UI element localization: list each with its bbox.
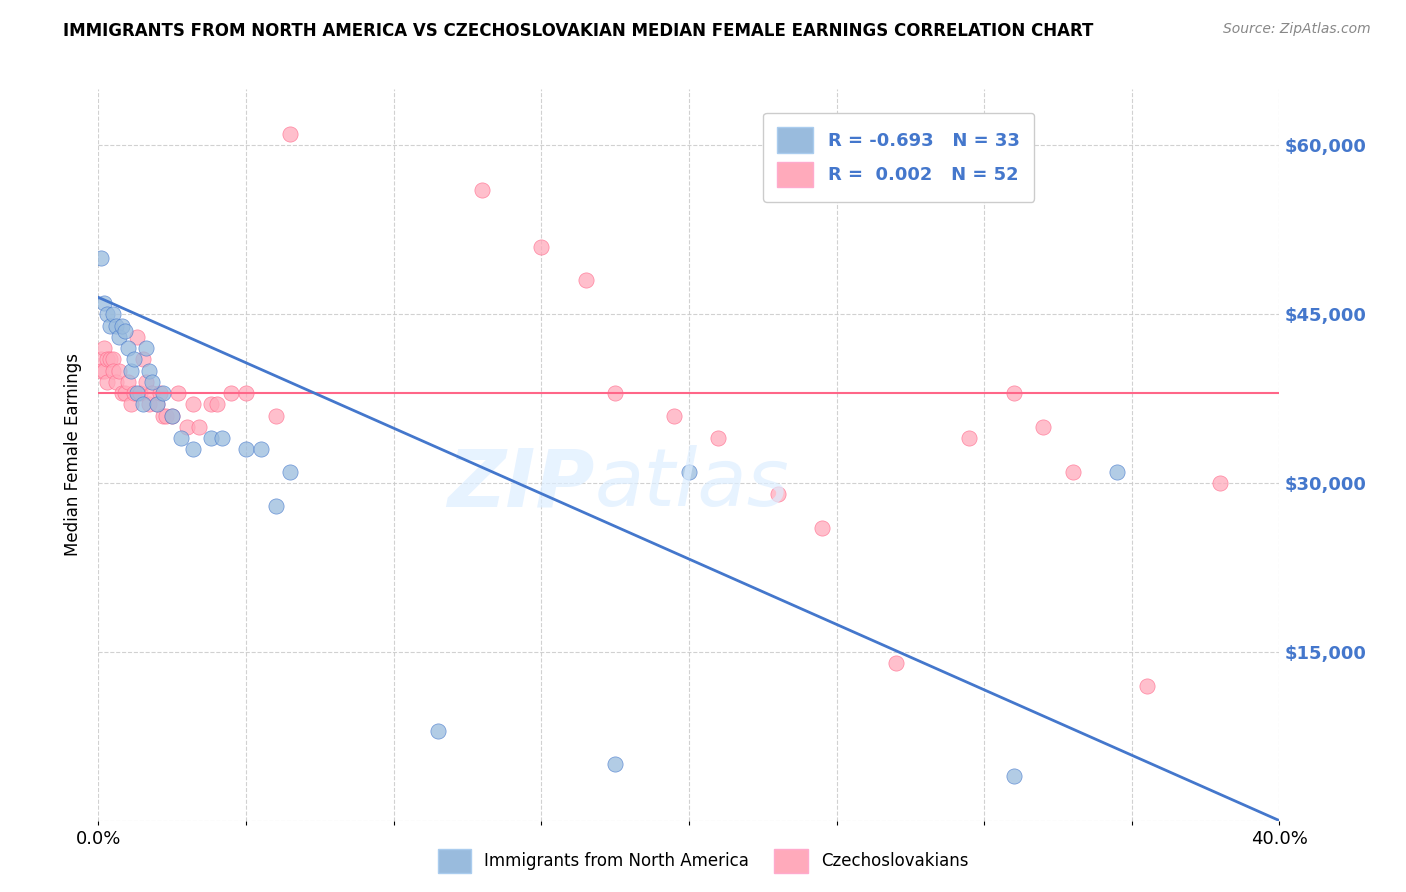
Point [152, 409, 174, 423]
Point [187, 419, 209, 434]
Point [427, 723, 450, 738]
Point [471, 184, 494, 198]
Point [103, 352, 125, 367]
Point [96, 307, 118, 321]
Point [664, 409, 686, 423]
Point [264, 499, 287, 513]
Point [120, 363, 142, 377]
Point [90, 352, 112, 367]
Point [122, 352, 145, 367]
Point [96, 375, 118, 389]
Text: ZIP: ZIP [447, 445, 595, 524]
Point [149, 386, 172, 401]
Point [707, 431, 730, 445]
Point [575, 273, 598, 287]
Text: IMMIGRANTS FROM NORTH AMERICA VS CZECHOSLOVAKIAN MEDIAN FEMALE EARNINGS CORRELAT: IMMIGRANTS FROM NORTH AMERICA VS CZECHOS… [63, 22, 1094, 40]
Point [1002, 769, 1025, 783]
Point [117, 375, 139, 389]
Point [152, 386, 174, 401]
Point [884, 656, 907, 670]
Point [98, 352, 121, 367]
Point [1032, 419, 1054, 434]
Point [114, 324, 136, 338]
Point [93, 296, 115, 310]
Point [138, 363, 160, 377]
Point [155, 409, 177, 423]
Point [135, 341, 157, 355]
Point [103, 363, 125, 377]
Point [205, 397, 228, 411]
Text: Source: ZipAtlas.com: Source: ZipAtlas.com [1223, 22, 1371, 37]
Point [235, 442, 257, 457]
Point [250, 442, 273, 457]
Point [605, 757, 627, 772]
Point [103, 307, 125, 321]
Point [111, 318, 134, 333]
Point [117, 341, 139, 355]
Point [678, 465, 700, 479]
Point [810, 521, 832, 535]
Point [138, 397, 160, 411]
Point [93, 341, 115, 355]
Point [141, 386, 163, 401]
Point [120, 397, 142, 411]
Point [122, 386, 145, 401]
Point [108, 330, 131, 344]
Point [141, 375, 163, 389]
Legend: R = -0.693   N = 33, R =  0.002   N = 52: R = -0.693 N = 33, R = 0.002 N = 52 [763, 113, 1035, 202]
Point [162, 409, 183, 423]
Point [170, 431, 193, 445]
Point [200, 431, 222, 445]
Point [96, 352, 118, 367]
Point [766, 487, 789, 501]
Point [221, 386, 243, 401]
Point [162, 409, 183, 423]
Point [125, 386, 148, 401]
Point [135, 375, 157, 389]
Point [105, 375, 128, 389]
Point [105, 318, 128, 333]
Point [264, 409, 287, 423]
Legend: Immigrants from North America, Czechoslovakians: Immigrants from North America, Czechoslo… [432, 842, 974, 880]
Point [959, 431, 981, 445]
Point [90, 363, 112, 377]
Y-axis label: Median Female Earnings: Median Female Earnings [65, 353, 83, 557]
Point [200, 397, 222, 411]
Point [132, 397, 155, 411]
Point [176, 419, 198, 434]
Point [111, 386, 134, 401]
Point [98, 318, 121, 333]
Point [90, 251, 112, 265]
Point [181, 397, 204, 411]
Point [167, 386, 190, 401]
Point [128, 386, 150, 401]
Point [1002, 386, 1025, 401]
Point [93, 363, 115, 377]
Point [181, 442, 204, 457]
Point [1062, 465, 1084, 479]
Text: atlas: atlas [595, 445, 789, 524]
Point [146, 397, 169, 411]
Point [235, 386, 257, 401]
Point [125, 330, 148, 344]
Point [605, 386, 627, 401]
Point [146, 397, 169, 411]
Point [114, 386, 136, 401]
Point [280, 465, 302, 479]
Point [211, 431, 233, 445]
Point [280, 127, 302, 141]
Point [1209, 476, 1232, 491]
Point [1107, 465, 1129, 479]
Point [1136, 679, 1159, 693]
Point [108, 363, 131, 377]
Point [530, 240, 553, 254]
Point [132, 352, 155, 367]
